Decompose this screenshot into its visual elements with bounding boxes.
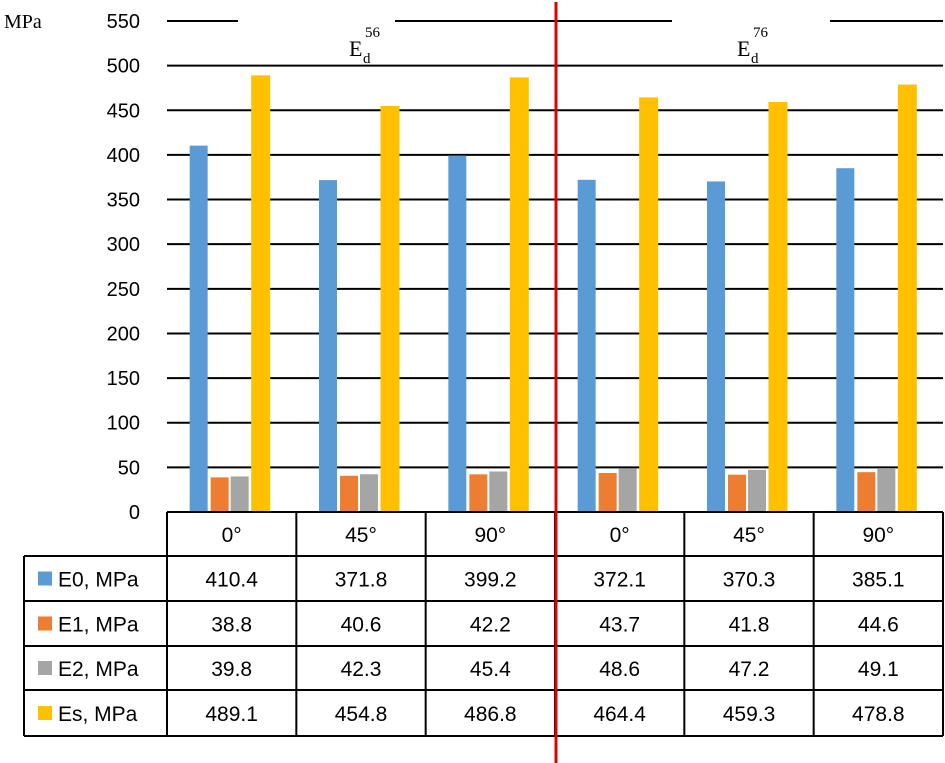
data-label: 39.8 [211,658,252,681]
legend-label: E1, MPa [58,614,139,637]
group-label-superscript: 56 [365,25,381,41]
bar-e1-4 [728,474,746,512]
bar-e1-3 [598,472,617,512]
bar-e2-3 [618,468,637,512]
legend-swatch [38,706,52,720]
data-label: 399.2 [464,569,517,592]
y-tick-label: 400 [107,145,140,167]
data-label: 372.1 [593,569,646,592]
y-tick-label: 150 [107,368,140,390]
bar-es-3 [639,97,659,513]
y-tick-label: 300 [107,234,140,256]
data-label: 48.6 [599,658,640,681]
bar-e1-1 [340,475,358,512]
group-label-subscript: d [363,51,371,67]
data-label: 41.8 [729,614,770,637]
legend-swatch [38,571,52,586]
bars-layer [189,75,917,513]
bar-e0-1 [319,180,337,513]
x-tick-label: 45° [733,524,765,547]
group-label-base: E [737,36,750,61]
bar-e1-2 [469,474,488,512]
bar-e0-4 [707,181,725,512]
y-tick-label: 250 [107,279,140,301]
y-tick-label: 200 [107,323,140,345]
bar-e2-0 [230,476,249,512]
data-label: 410.4 [205,569,258,592]
bar-es-0 [251,75,271,512]
bar-e1-5 [857,472,876,512]
y-axis-unit-label: MPa [4,11,42,33]
legend-label: Es, MPa [58,703,138,726]
data-label: 38.8 [211,614,252,637]
data-label: 385.1 [852,569,905,592]
data-label: 464.4 [593,703,646,726]
y-tick-label: 500 [107,56,140,78]
bar-e2-1 [360,474,378,512]
data-label: 370.3 [723,569,776,592]
data-label: 40.6 [341,614,382,637]
x-tick-label: 0° [222,524,242,547]
data-label: 49.1 [858,658,899,681]
legend-swatch [38,616,52,631]
x-tick-label: 90° [474,524,506,547]
y-tick-label: 100 [107,413,140,435]
bar-es-1 [380,105,400,512]
data-label: 371.8 [335,569,388,592]
bar-e0-3 [577,179,596,513]
x-tick-label: 0° [610,524,630,547]
x-tick-label: 45° [345,524,377,547]
legend-label: E2, MPa [58,658,139,681]
group-label-base: E [349,36,362,61]
y-tick-label: 350 [107,190,140,212]
legend-swatch [38,661,52,675]
bar-e1-0 [210,477,229,512]
data-label: 459.3 [723,703,776,726]
x-tick-label: 90° [862,524,894,547]
data-label: 486.8 [464,703,517,726]
group-label-superscript: 76 [753,25,769,41]
group-label-subscript: d [751,51,759,67]
bar-e0-2 [448,155,467,512]
bar-es-5 [897,84,917,512]
legend-label: E0, MPa [58,569,139,592]
bar-e2-4 [748,469,766,512]
data-label: 47.2 [729,658,770,681]
data-label: 45.4 [470,658,511,681]
data-label: 43.7 [599,614,640,637]
data-label: 478.8 [852,703,905,726]
data-label: 42.3 [341,658,382,681]
y-tick-label: 0 [129,502,140,524]
data-label: 489.1 [205,703,258,726]
data-label: 454.8 [335,703,388,726]
bar-es-4 [768,101,788,512]
y-tick-label: 550 [107,11,140,33]
bar-e2-2 [489,471,508,512]
bar-es-2 [509,77,529,513]
bar-e0-5 [836,168,855,512]
y-tick-label: 450 [107,100,140,122]
bar-e0-0 [189,145,208,512]
data-label: 42.2 [470,614,511,637]
y-tick-label: 50 [118,457,140,479]
data-label: 44.6 [858,614,899,637]
data-table: 0° 45° 90° 0° 45° 90° E0, MPa 410.4 371.8 399.2 37… [23,511,944,737]
bar-e2-5 [877,468,896,512]
